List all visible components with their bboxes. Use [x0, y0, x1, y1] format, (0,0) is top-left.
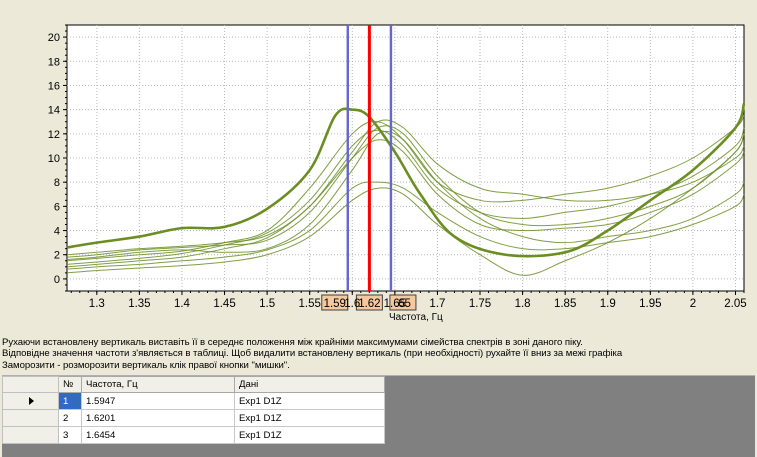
- x-tick-label: 2: [690, 298, 696, 310]
- y-tick-label: 20: [48, 32, 60, 44]
- x-tick-label: 1.6: [344, 298, 360, 310]
- cursor-value-label: 1.62: [358, 298, 380, 310]
- y-tick-label: 8: [54, 177, 60, 189]
- cell-frequency[interactable]: 1.5947: [81, 392, 235, 410]
- cell-frequency[interactable]: 1.6201: [81, 409, 235, 427]
- table-row[interactable]: 1 1.5947 Exp1 D1Z: [2, 392, 385, 410]
- cursor-value-label: 1.59: [324, 298, 346, 310]
- y-tick-label: 14: [48, 105, 60, 117]
- cell-data[interactable]: Exp1 D1Z: [234, 392, 385, 410]
- row-selector[interactable]: [2, 392, 59, 410]
- x-tick-label: 1.7: [429, 298, 445, 310]
- column-header-frequency[interactable]: Частота, Гц: [81, 376, 235, 393]
- x-tick-label: 1.55: [299, 298, 321, 310]
- cell-number[interactable]: 1: [58, 392, 82, 410]
- column-header-number[interactable]: №: [58, 376, 82, 393]
- instructions-line-1: Рухаючи встановлену вертикаль виставіть …: [2, 337, 583, 348]
- plot-area[interactable]: [66, 24, 745, 292]
- cell-data[interactable]: Exp1 D1Z: [234, 409, 385, 427]
- x-tick-label: 1.5: [259, 298, 275, 310]
- cursor-value-box: 1.62: [355, 294, 383, 311]
- spectrum-line: [66, 181, 745, 270]
- x-tick-label: 1.95: [639, 298, 661, 310]
- y-tick-label: 4: [54, 226, 60, 238]
- x-tick-label: 1.75: [469, 298, 491, 310]
- instructions-text: Рухаючи встановлену вертикаль виставіть …: [2, 337, 757, 371]
- results-grid-panel: № Частота, Гц Дані 1 1.5947 Exp1 D1Z 2 1…: [2, 375, 755, 457]
- y-tick-label: 6: [54, 201, 60, 213]
- cursor-value-box-bg: [321, 294, 349, 311]
- cursor-value-box: .65: [389, 294, 417, 311]
- results-table[interactable]: № Частота, Гц Дані 1 1.5947 Exp1 D1Z 2 1…: [2, 376, 385, 444]
- x-tick-label: 1.4: [174, 298, 191, 310]
- y-tick-label: 18: [48, 56, 60, 68]
- x-tick-label: 1.9: [600, 298, 616, 310]
- table-header-row: № Частота, Гц Дані: [2, 376, 385, 393]
- x-tick-label: 1.3: [89, 298, 105, 310]
- x-tick-label: 1.45: [213, 298, 235, 310]
- spectrum-line: [66, 125, 745, 258]
- spectrum-plot-panel[interactable]: 1.59.65 1.62 0 2 4 6 8 10 12 14 16 18 20 1.3 1.35 1.4 1…: [0, 0, 757, 333]
- instructions-line-2: Відповідне значення частоти з'являється …: [2, 348, 623, 360]
- x-tick-label: 1.85: [554, 298, 576, 310]
- current-row-arrow-icon: [29, 396, 34, 405]
- table-row[interactable]: 2 1.6201 Exp1 D1Z: [2, 409, 385, 427]
- spectrum-line-highlighted: [66, 103, 746, 258]
- spectrum-line: [66, 119, 745, 256]
- y-tick-label: 0: [54, 274, 60, 286]
- x-tick-label: 2.05: [724, 298, 746, 310]
- row-selector[interactable]: [2, 409, 59, 427]
- cursor-value-box-bg: [389, 294, 417, 311]
- column-header-data[interactable]: Дані: [234, 376, 385, 393]
- x-tick-label: 1.35: [128, 298, 150, 310]
- cursor-value-box: 1.59: [321, 294, 349, 311]
- x-axis-label: Частота, Гц: [389, 312, 443, 323]
- cell-data[interactable]: Exp1 D1Z: [234, 426, 385, 444]
- cursor-layer: 1.59 .65 1.62: [321, 25, 417, 311]
- series-layer: [66, 103, 746, 276]
- spectrum-line: [66, 133, 745, 276]
- table-row[interactable]: 3 1.6454 Exp1 D1Z: [2, 426, 385, 444]
- instructions-line-3: Заморозити - розморозити вертикаль клік …: [2, 359, 290, 371]
- cell-number[interactable]: 2: [58, 409, 82, 427]
- y-tick-label: 2: [54, 250, 60, 262]
- y-tick-label: 10: [48, 153, 60, 165]
- cursor-value-box-bg: [355, 294, 383, 311]
- row-selector[interactable]: [2, 426, 59, 444]
- cell-number[interactable]: 3: [58, 426, 82, 444]
- spectrum-line: [66, 139, 745, 268]
- spectrum-line: [66, 130, 745, 261]
- cell-frequency[interactable]: 1.6454: [81, 426, 235, 444]
- y-tick-label: 12: [48, 129, 60, 141]
- x-tick-label: 1.65: [384, 298, 406, 310]
- x-tick-label: 1.8: [515, 298, 531, 310]
- cursor-value-label: .65: [395, 298, 411, 310]
- y-tick-label: 16: [48, 80, 60, 92]
- row-header-corner: [2, 376, 59, 393]
